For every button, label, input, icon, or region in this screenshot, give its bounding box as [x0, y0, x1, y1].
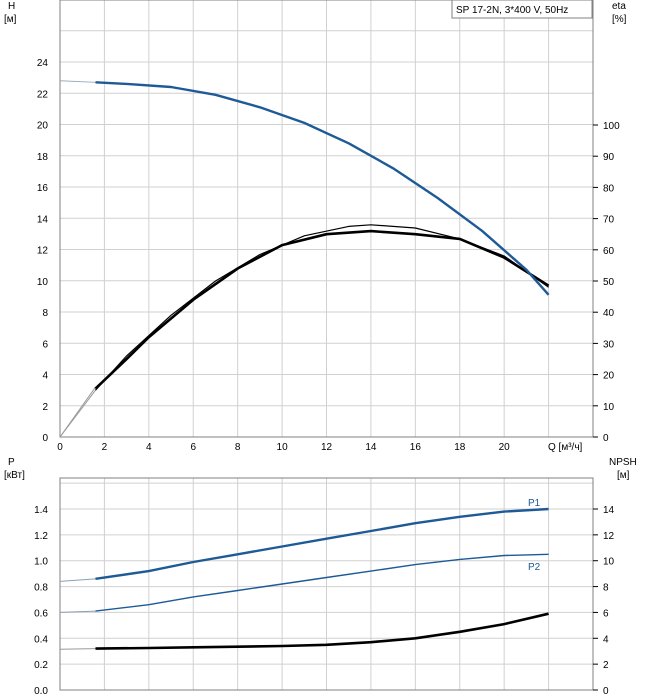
y-left-tick-label: 22 — [37, 89, 49, 100]
npsh-tick-label: 2 — [603, 660, 609, 671]
y-right-tick-label: 20 — [603, 371, 615, 382]
y-right-axis-title: eta — [612, 1, 626, 12]
y-right-tick-label: 80 — [603, 183, 615, 194]
y-right-tick-label: 90 — [603, 152, 615, 163]
y-right-tick-label: 60 — [603, 246, 615, 257]
y-right-tick-label: 40 — [603, 308, 615, 319]
y-right-axis-unit: [%] — [612, 14, 627, 25]
x-tick-label: 4 — [146, 442, 152, 453]
x-tick-label: 8 — [235, 442, 241, 453]
npsh-tick-label: 14 — [603, 505, 615, 516]
y-left-tick-label: 16 — [37, 183, 49, 194]
x-tick-label: 16 — [410, 442, 422, 453]
y-right-tick-label: 0 — [603, 433, 609, 444]
chart-title: SP 17-2N, 3*400 V, 50Hz — [456, 5, 568, 16]
p-tick-label: 1.0 — [34, 557, 48, 568]
npsh-axis-unit: [м] — [617, 470, 630, 481]
y-right-tick-label: 100 — [603, 121, 620, 132]
x-tick-label: 14 — [365, 442, 377, 453]
npsh-tick-label: 4 — [603, 634, 609, 645]
y-left-tick-label: 6 — [42, 339, 48, 350]
p2-label: P2 — [528, 562, 541, 573]
npsh-tick-label: 8 — [603, 583, 609, 594]
y-left-tick-label: 10 — [37, 277, 49, 288]
x-tick-label: 2 — [102, 442, 108, 453]
p-tick-label: 1.2 — [34, 531, 48, 542]
h-curve — [95, 81, 550, 296]
p-tick-label: 1.4 — [34, 505, 48, 516]
x-tick-label: 0 — [57, 442, 63, 453]
x-tick-label: 10 — [277, 442, 289, 453]
y-left-axis-unit: [м] — [4, 14, 17, 25]
eta-curve — [94, 229, 550, 390]
y-left-tick-label: 12 — [37, 246, 49, 257]
p-axis-unit: [кВт] — [4, 470, 25, 481]
npsh-tick-label: 0 — [603, 686, 609, 697]
y-left-tick-label: 4 — [42, 371, 48, 382]
p2-curve — [95, 553, 549, 612]
npsh-curve — [95, 612, 549, 650]
p-tick-label: 0.8 — [34, 583, 48, 594]
p2-extension-line — [59, 610, 96, 613]
h-extension-line — [59, 80, 96, 83]
eta-extension-line-2 — [59, 389, 96, 438]
y-left-tick-label: 18 — [37, 152, 49, 163]
npsh-tick-label: 6 — [603, 608, 609, 619]
x-tick-label: 6 — [190, 442, 196, 453]
x-tick-label: 18 — [454, 442, 466, 453]
npsh-extension-line — [59, 648, 96, 650]
y-left-tick-label: 0 — [42, 433, 48, 444]
y-right-tick-label: 30 — [603, 339, 615, 350]
y-left-tick-label: 20 — [37, 121, 49, 132]
y-left-tick-label: 14 — [37, 214, 49, 225]
y-right-tick-label: 10 — [603, 402, 615, 413]
p1-label: P1 — [528, 498, 541, 509]
y-left-tick-label: 24 — [37, 58, 49, 69]
p-tick-label: 0.6 — [34, 608, 48, 619]
p1-extension-line — [59, 578, 96, 582]
p-axis-title: P — [8, 457, 15, 468]
y-left-tick-label: 2 — [42, 402, 48, 413]
y-left-axis-title: H — [8, 1, 15, 12]
p-tick-label: 0.4 — [34, 634, 48, 645]
y-right-tick-label: 50 — [603, 277, 615, 288]
p-tick-label: 0.2 — [34, 660, 48, 671]
npsh-tick-label: 12 — [603, 531, 615, 542]
p1-curve — [95, 507, 549, 580]
x-axis-label: Q [м³/ч] — [548, 442, 583, 453]
title-box — [451, 0, 593, 19]
y-right-tick-label: 70 — [603, 215, 615, 226]
x-tick-label: 20 — [499, 442, 511, 453]
bottom-plot-frame — [59, 477, 594, 691]
p-tick-label: 0.0 — [34, 686, 48, 697]
npsh-axis-title: NPSH — [609, 457, 637, 468]
npsh-tick-label: 10 — [603, 557, 615, 568]
y-left-tick-label: 8 — [42, 308, 48, 319]
x-tick-label: 12 — [321, 442, 333, 453]
